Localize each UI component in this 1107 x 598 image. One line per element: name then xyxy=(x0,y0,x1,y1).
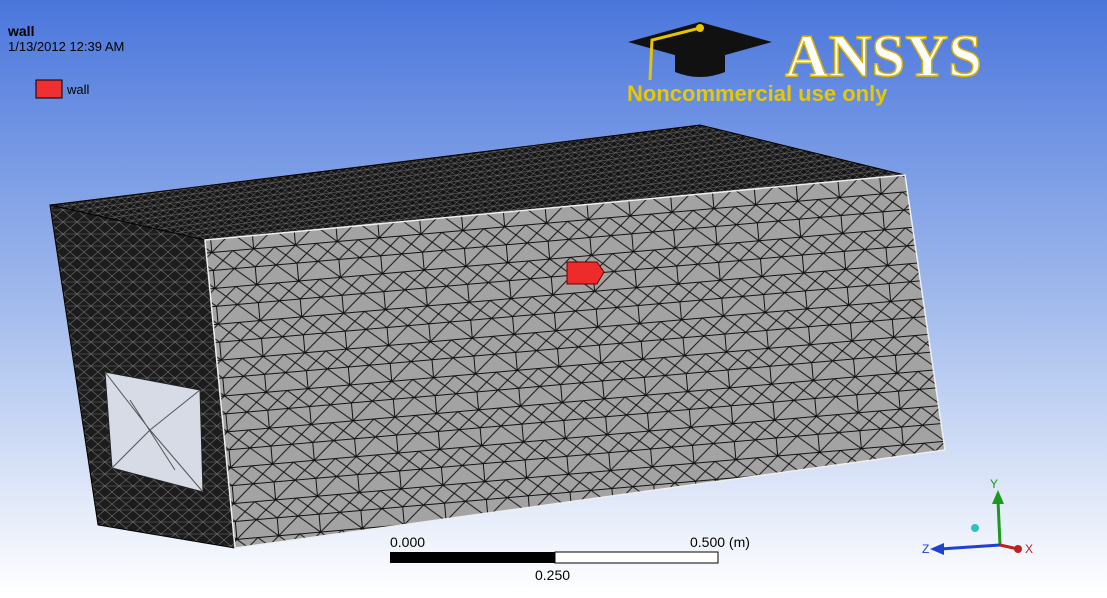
page: wall 1/13/2012 12:39 AM wall ANSYS Nonco… xyxy=(0,0,1107,593)
viewport: wall 1/13/2012 12:39 AM wall ANSYS Nonco… xyxy=(0,0,1107,593)
axis-z: Z xyxy=(922,542,929,556)
legend-swatch xyxy=(36,80,62,98)
axis-y: Y xyxy=(990,477,998,491)
logo-note: Noncommercial use only xyxy=(627,81,888,106)
wall-marker xyxy=(567,262,604,284)
scale-middle: 0.250 xyxy=(535,567,570,583)
title: wall xyxy=(7,23,34,39)
scale-start: 0.000 xyxy=(390,534,425,550)
axis-x: X xyxy=(1025,542,1033,556)
logo-brand: ANSYS xyxy=(785,23,982,89)
legend-label: wall xyxy=(66,82,90,97)
timestamp: 1/13/2012 12:39 AM xyxy=(8,39,124,54)
scale-end: 0.500 (m) xyxy=(690,534,750,550)
